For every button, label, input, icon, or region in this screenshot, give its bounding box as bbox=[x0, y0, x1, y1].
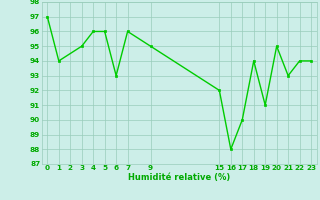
X-axis label: Humidité relative (%): Humidité relative (%) bbox=[128, 173, 230, 182]
